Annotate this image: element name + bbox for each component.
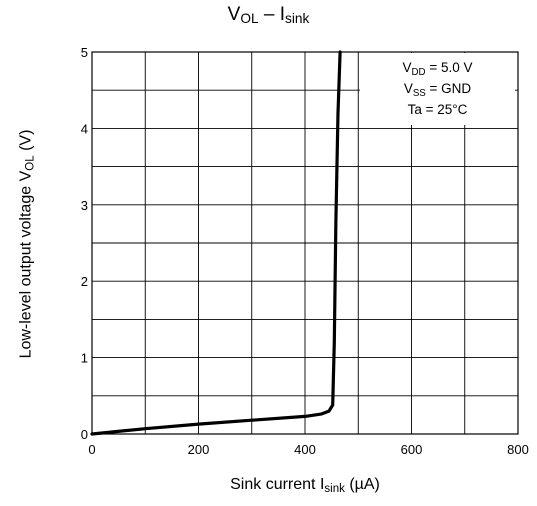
y-tick-label: 2: [81, 274, 88, 289]
x-tick-label: 200: [188, 442, 210, 457]
y-tick-label: 0: [81, 427, 88, 442]
x-tick-label: 400: [294, 442, 316, 457]
condition-vdd: VDD = 5.0 V: [402, 60, 473, 78]
y-tick-labels: 0 1 2 3 4 5: [81, 45, 88, 442]
axes: [91, 51, 519, 435]
chart-title: VOL – Isink: [227, 4, 310, 26]
conditions-box: VDD = 5.0 V VSS = GND Ta = 25°C: [360, 53, 515, 125]
condition-vss: VSS = GND: [403, 81, 472, 99]
y-tick-label: 5: [81, 45, 88, 60]
x-tick-label: 800: [507, 442, 529, 457]
condition-ta: Ta = 25°C: [407, 102, 468, 117]
y-tick-label: 4: [81, 121, 88, 136]
series-group: [90, 50, 342, 436]
x-tick-label: 0: [88, 442, 95, 457]
series-line: [90, 50, 342, 436]
y-tick-label: 1: [81, 351, 88, 366]
x-tick-labels: 0 200 400 600 800: [88, 442, 528, 457]
x-tick-label: 600: [401, 442, 423, 457]
plot-frame: [91, 51, 519, 435]
y-axis-label: Low-level output voltage VOL (V): [17, 129, 37, 359]
y-tick-label: 3: [81, 198, 88, 213]
x-axis-label: Sink current Isink (µA): [230, 476, 380, 495]
